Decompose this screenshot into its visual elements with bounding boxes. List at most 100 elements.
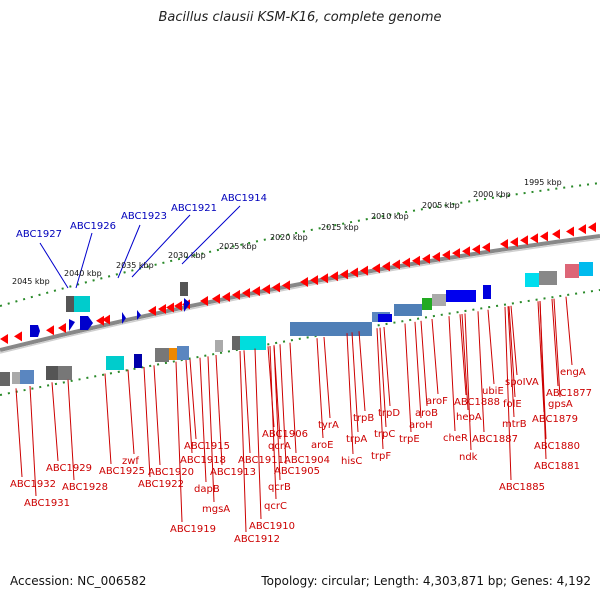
gene-label-leaders xyxy=(15,296,573,533)
gene-arrow xyxy=(588,222,596,233)
gene-leader-line xyxy=(431,318,439,395)
scale-tick-label: 2005 kbp xyxy=(422,201,460,210)
gene-leader-line xyxy=(269,345,277,500)
feature-box xyxy=(525,273,539,287)
feature-box xyxy=(134,354,142,368)
highlight-gene-arrow xyxy=(184,298,190,312)
gene-leader-line xyxy=(51,382,59,462)
gene-leader-line xyxy=(459,314,467,396)
gene-leader-line xyxy=(376,328,384,450)
gene-label: ABC1920 xyxy=(148,467,194,478)
gene-leader-line xyxy=(504,306,512,481)
gene-arrow xyxy=(272,282,280,293)
gene-label: ABC1931 xyxy=(24,498,70,509)
gene-label: zwf xyxy=(122,456,139,467)
gene-arrow xyxy=(222,291,230,302)
feature-box xyxy=(12,372,20,384)
feature-box xyxy=(46,366,58,380)
feature-boxes xyxy=(0,262,593,386)
gene-arrow xyxy=(566,226,574,237)
gene-label: ABC1911 xyxy=(238,455,284,466)
gene-leader-line xyxy=(153,365,161,466)
gene-leader-line xyxy=(448,316,456,432)
gene-label: ABC1880 xyxy=(534,441,580,452)
gene-label: dapB xyxy=(194,484,220,495)
feature-box xyxy=(378,314,392,322)
highlight-genes xyxy=(30,298,190,337)
gene-label: spoIVA xyxy=(505,377,539,388)
gene-leader-line xyxy=(267,346,275,428)
feature-box xyxy=(20,370,34,384)
gene-arrow xyxy=(540,231,548,242)
gene-label: hepA xyxy=(456,412,482,423)
gene-leader-line xyxy=(316,338,324,439)
feature-box xyxy=(483,285,491,299)
gene-label: ABC1885 xyxy=(499,482,545,493)
scale-tick-label: 2045 kbp xyxy=(12,277,50,286)
gene-label: ABC1929 xyxy=(46,463,92,474)
feature-box xyxy=(232,336,240,350)
gene-arrow xyxy=(432,251,440,262)
gene-arrow xyxy=(14,331,22,342)
highlight-gene-label: ABC1923 xyxy=(121,211,167,222)
gene-label: ABC1922 xyxy=(138,479,184,490)
gene-arrow xyxy=(530,233,538,244)
gene-leader-line xyxy=(414,321,422,419)
scale-tick-label: 2025 kbp xyxy=(219,242,257,251)
gene-leader-line xyxy=(537,301,545,413)
gene-label: ABC1915 xyxy=(184,441,230,452)
feature-box xyxy=(0,372,10,386)
gene-leader-line xyxy=(243,350,251,454)
scale-tick-label: 2035 kbp xyxy=(116,261,154,270)
gene-leader-line xyxy=(420,320,428,407)
gene-leader-line xyxy=(175,361,183,523)
scale-tick-label: 2015 kbp xyxy=(321,223,359,232)
gene-leader-line xyxy=(487,309,495,385)
feature-box xyxy=(106,356,124,370)
feature-box xyxy=(58,366,72,380)
gene-arrow xyxy=(510,237,518,248)
gene-label: cheR xyxy=(443,433,468,444)
gene-label: ABC1877 xyxy=(546,388,592,399)
gene-leader-line xyxy=(539,300,547,460)
highlight-gene-label: ABC1926 xyxy=(70,221,116,232)
gene-label: trpB xyxy=(353,413,374,424)
gene-arrow xyxy=(462,246,470,257)
gene-leader-line xyxy=(273,345,281,440)
gene-label: ABC1913 xyxy=(210,467,256,478)
gene-leader-line xyxy=(383,326,391,407)
gene-leader-line xyxy=(323,336,331,419)
gene-arrow xyxy=(422,253,430,264)
feature-box xyxy=(290,322,372,336)
gene-leader-line xyxy=(104,373,112,465)
feature-box xyxy=(446,290,476,302)
gene-leader-line xyxy=(254,348,262,520)
gene-arrow xyxy=(482,242,490,253)
gene-arrow xyxy=(340,269,348,280)
gene-arrow xyxy=(402,257,410,268)
gene-arrow xyxy=(58,322,66,333)
highlight-labels: ABC1927 ABC1926 ABC1923 ABC1921 ABC1914 xyxy=(16,193,267,240)
gene-label: ABC1906 xyxy=(262,429,308,440)
feature-box xyxy=(180,282,188,296)
gene-label: ABC1879 xyxy=(532,414,578,425)
gene-label: aroH xyxy=(409,420,433,431)
gene-arrow xyxy=(500,239,508,249)
gene-leader-line xyxy=(404,323,412,433)
gene-label: ABC1905 xyxy=(274,466,320,477)
gene-label: mtrB xyxy=(502,419,527,430)
highlight-gene-label: ABC1921 xyxy=(171,203,217,214)
gene-label: ABC1881 xyxy=(534,461,580,472)
gene-leader-line xyxy=(207,356,215,503)
gene-leader-line xyxy=(351,332,359,433)
gene-leader-line xyxy=(551,298,559,387)
gene-arrow xyxy=(320,273,328,284)
feature-box xyxy=(177,346,189,360)
highlight-gene-arrow xyxy=(122,312,126,324)
gene-leader-line xyxy=(508,306,516,398)
highlight-gene-arrow xyxy=(80,316,93,330)
gene-leader-line xyxy=(143,366,151,478)
gene-leader-line xyxy=(279,344,287,465)
feature-box xyxy=(155,348,169,362)
